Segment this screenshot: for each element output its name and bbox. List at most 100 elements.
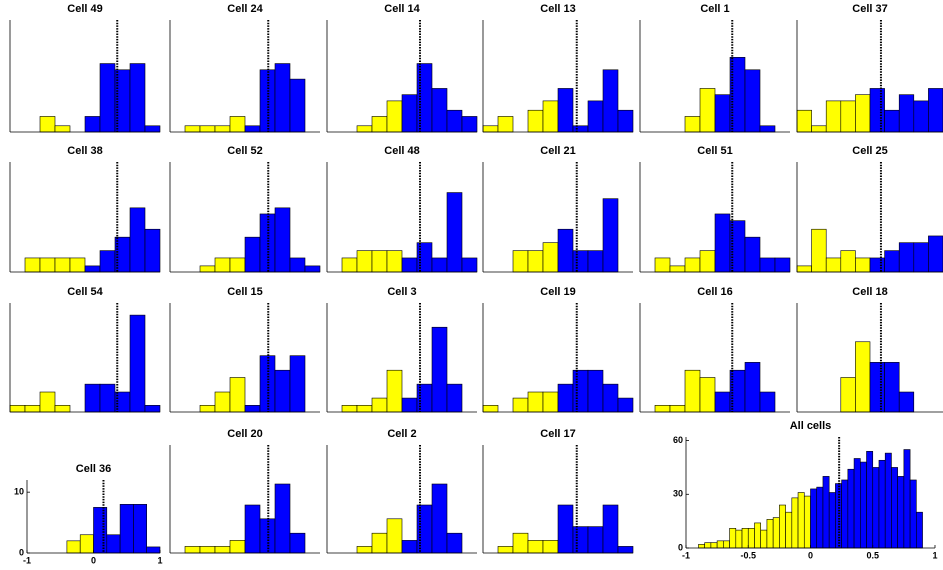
bar bbox=[557, 383, 574, 413]
panel-title: Cell 48 bbox=[384, 145, 419, 157]
bar bbox=[898, 391, 915, 413]
bar bbox=[803, 495, 811, 549]
bar bbox=[93, 507, 108, 554]
bar bbox=[796, 109, 812, 133]
bar bbox=[699, 88, 716, 133]
bar bbox=[759, 125, 776, 133]
bar bbox=[356, 546, 373, 554]
bar bbox=[779, 504, 786, 549]
bar bbox=[913, 242, 929, 273]
bar bbox=[274, 207, 291, 273]
bar bbox=[184, 125, 201, 133]
panel-title: Cell 49 bbox=[67, 3, 102, 15]
bar bbox=[39, 391, 56, 413]
panel-title: Cell 15 bbox=[227, 286, 262, 298]
bar bbox=[913, 100, 929, 133]
panel-title: Cell 19 bbox=[540, 286, 575, 298]
bar bbox=[144, 228, 161, 273]
bar bbox=[772, 517, 780, 549]
bar bbox=[341, 257, 358, 273]
bar bbox=[869, 362, 885, 413]
bar bbox=[527, 391, 544, 413]
panel-title: Cell 13 bbox=[540, 3, 575, 15]
bar bbox=[654, 257, 671, 273]
bar bbox=[572, 526, 589, 554]
bar bbox=[146, 546, 161, 554]
x-tick-label: 0 bbox=[808, 550, 813, 560]
bar bbox=[825, 257, 842, 273]
panel-title: Cell 14 bbox=[384, 3, 420, 15]
bar bbox=[431, 483, 448, 554]
bar bbox=[572, 125, 589, 133]
bar bbox=[617, 397, 634, 413]
bar bbox=[184, 546, 201, 554]
bar bbox=[891, 467, 898, 549]
bar bbox=[928, 88, 943, 133]
bar bbox=[855, 257, 871, 273]
bar bbox=[229, 257, 246, 273]
bar bbox=[9, 405, 26, 413]
bar bbox=[884, 250, 900, 273]
bar bbox=[446, 532, 463, 554]
bar bbox=[512, 532, 529, 554]
bar bbox=[54, 405, 71, 413]
bar bbox=[24, 257, 41, 273]
bar bbox=[461, 116, 478, 133]
bar bbox=[866, 451, 874, 549]
bar bbox=[461, 257, 478, 273]
bar bbox=[229, 540, 246, 554]
bar bbox=[872, 467, 880, 549]
bar bbox=[431, 257, 448, 273]
bar bbox=[617, 109, 634, 133]
bar bbox=[386, 369, 403, 413]
bar bbox=[512, 250, 529, 273]
bar bbox=[557, 88, 574, 133]
bar bbox=[714, 391, 731, 413]
bar bbox=[811, 228, 827, 273]
x-tick-label: -0.5 bbox=[740, 550, 756, 560]
bar bbox=[898, 94, 915, 133]
bar bbox=[99, 383, 116, 413]
bar bbox=[828, 492, 836, 549]
bar bbox=[760, 529, 768, 549]
bar bbox=[774, 257, 791, 273]
bar bbox=[386, 518, 403, 554]
bar bbox=[129, 314, 146, 413]
bar bbox=[84, 116, 101, 133]
panel-title: Cell 24 bbox=[227, 3, 263, 15]
bar bbox=[878, 459, 886, 549]
bar bbox=[698, 544, 705, 549]
y-tick-label: 0 bbox=[19, 547, 24, 557]
bar bbox=[39, 257, 56, 273]
bar bbox=[289, 532, 306, 554]
bar bbox=[903, 449, 911, 549]
bar bbox=[527, 540, 544, 554]
bar bbox=[84, 383, 101, 413]
bar bbox=[572, 250, 589, 273]
bar bbox=[704, 542, 712, 549]
bar bbox=[684, 116, 701, 133]
bar bbox=[617, 546, 634, 554]
bar bbox=[840, 100, 856, 133]
bar bbox=[289, 355, 306, 413]
bar bbox=[841, 479, 849, 549]
bar bbox=[129, 63, 146, 133]
bar bbox=[587, 100, 604, 133]
bar bbox=[884, 452, 892, 549]
bar bbox=[766, 519, 774, 549]
bar bbox=[431, 88, 448, 133]
bar bbox=[144, 125, 161, 133]
bar bbox=[744, 362, 761, 413]
bar bbox=[810, 488, 818, 549]
bar bbox=[214, 257, 231, 273]
bar bbox=[791, 497, 799, 549]
x-tick-label: -1 bbox=[23, 555, 31, 565]
bar bbox=[729, 528, 737, 549]
bar bbox=[69, 257, 86, 273]
bar bbox=[79, 534, 94, 554]
y-tick-label: 0 bbox=[678, 542, 683, 552]
bar bbox=[916, 511, 923, 549]
bar bbox=[446, 383, 463, 413]
bar bbox=[699, 377, 716, 413]
